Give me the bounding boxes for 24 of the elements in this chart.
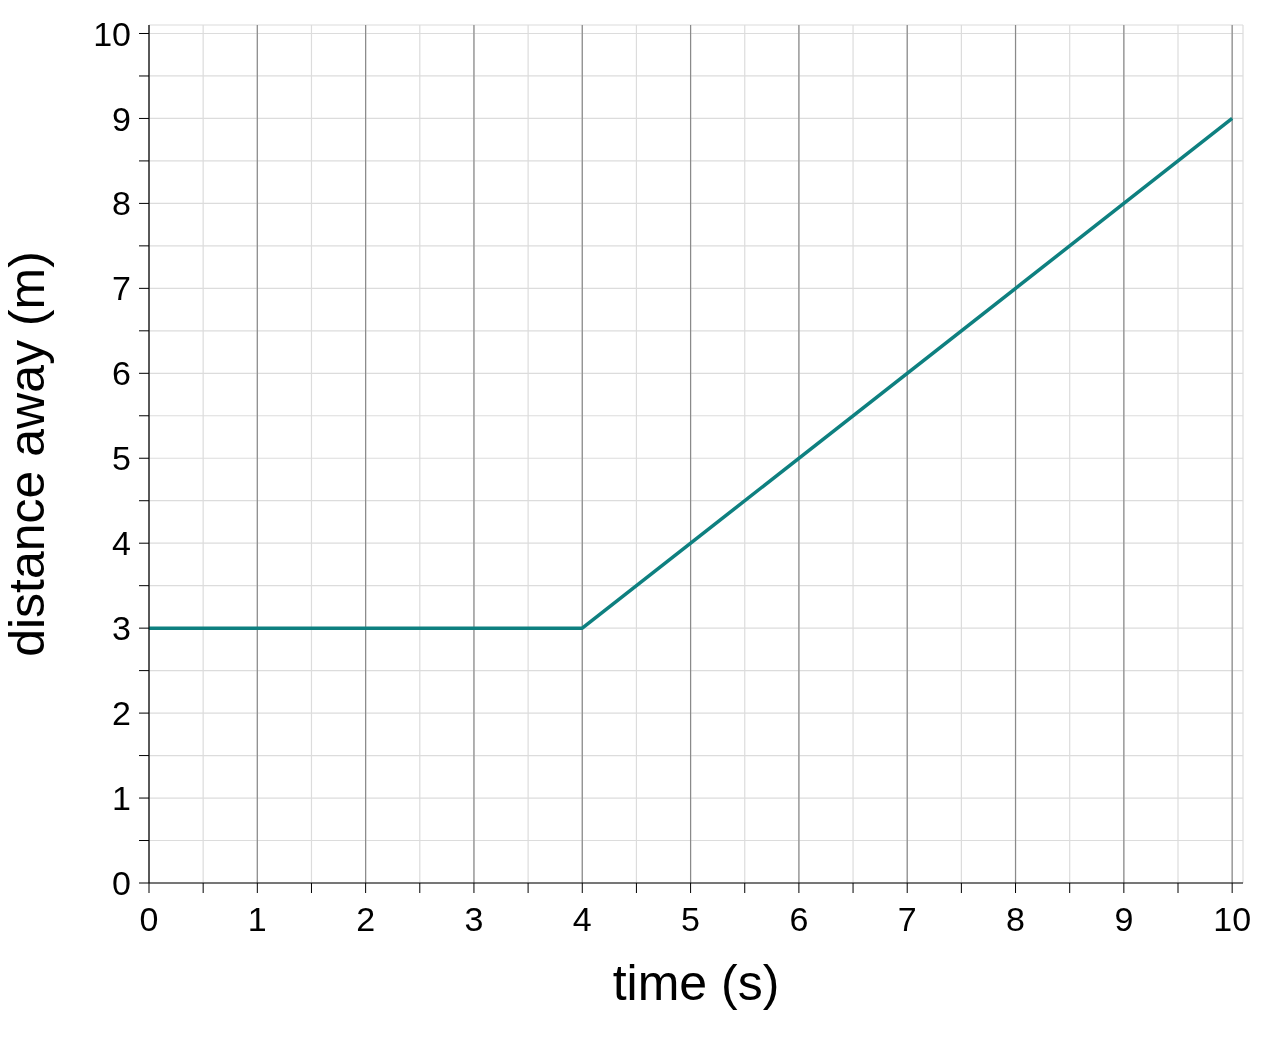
x-tick-label: 7 <box>897 900 917 939</box>
x-tick-label: 6 <box>789 900 809 939</box>
x-tick-label: 9 <box>1114 900 1134 939</box>
x-tick-label: 5 <box>681 900 701 939</box>
y-axis-title: distance away (m) <box>0 251 55 657</box>
x-tick-label: 0 <box>139 900 159 939</box>
y-tick-label: 6 <box>112 354 131 393</box>
x-tick-label: 1 <box>247 900 267 939</box>
x-tick-label: 8 <box>1006 900 1025 939</box>
x-tick-label: 10 <box>1213 900 1252 939</box>
y-tick-label: 7 <box>112 269 131 308</box>
y-tick-label: 0 <box>112 864 131 903</box>
y-tick-label: 4 <box>112 524 131 563</box>
x-tick-label: 2 <box>356 900 376 939</box>
y-tick-label: 8 <box>112 184 131 223</box>
y-tick-label: 9 <box>112 99 131 138</box>
y-tick-label: 10 <box>93 14 131 53</box>
y-tick-label: 5 <box>112 439 131 478</box>
y-tick-label: 1 <box>112 779 131 818</box>
y-tick-label: 3 <box>112 609 131 648</box>
y-tick-label: 2 <box>112 694 131 733</box>
x-tick-label: 3 <box>464 900 484 939</box>
x-axis-title: time (s) <box>612 955 780 1011</box>
x-tick-label: 4 <box>572 900 592 939</box>
